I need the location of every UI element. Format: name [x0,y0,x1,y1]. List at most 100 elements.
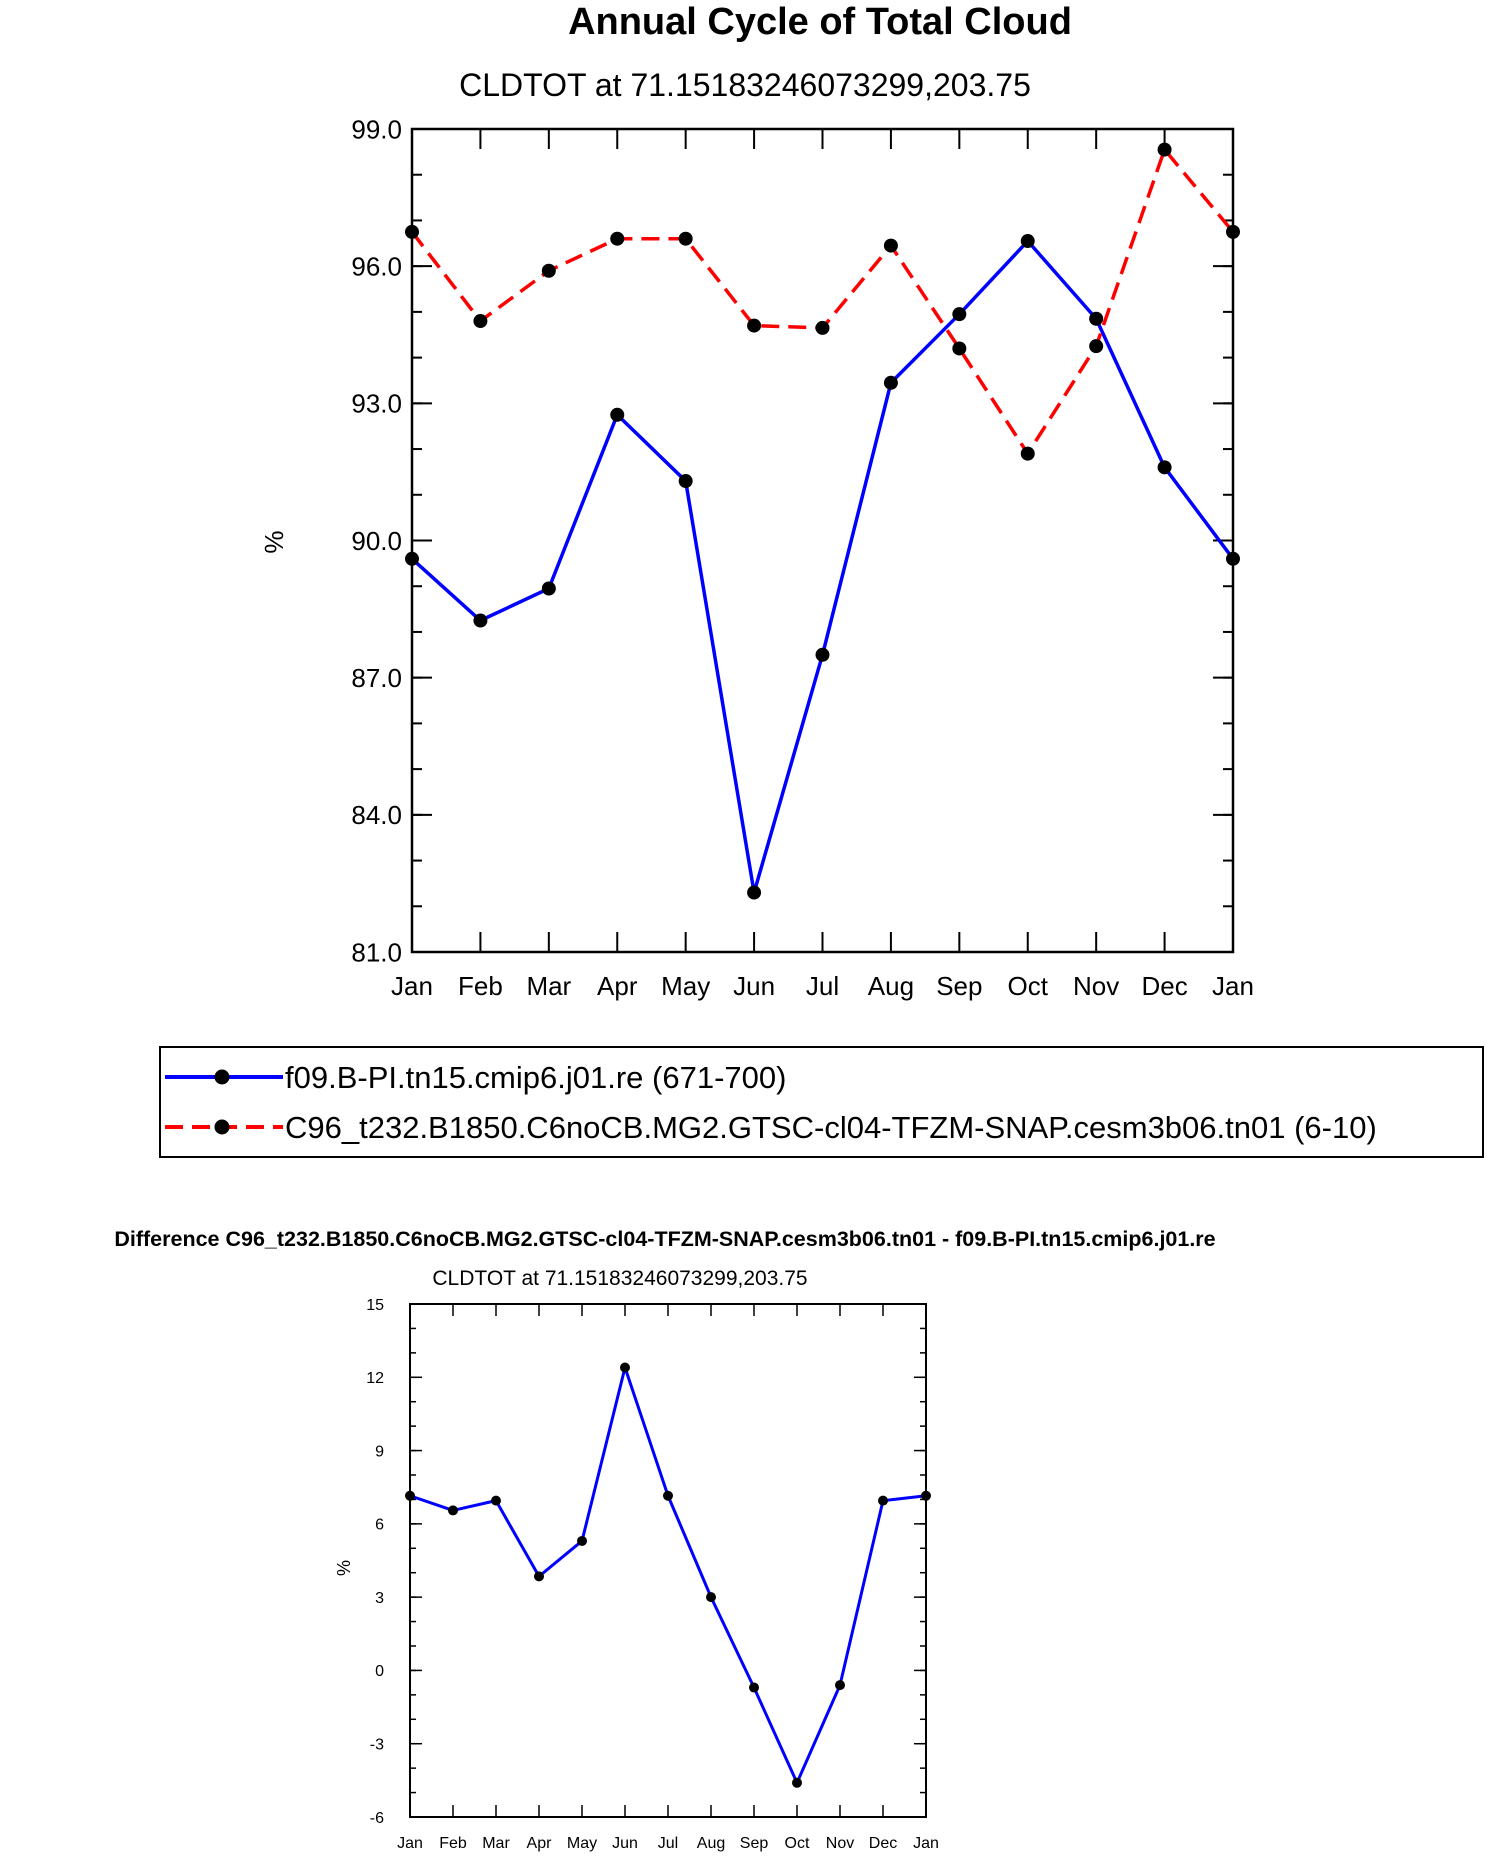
series-0-point [1226,551,1240,566]
series-0-point [620,1362,630,1373]
series-0-point [952,307,967,322]
bottom-ticks [409,1303,927,1818]
x-tick-label: Sep [936,971,982,1001]
y-tick-label: 12 [366,1370,384,1387]
y-tick-label: 93.0 [351,389,402,419]
series-1-point [610,231,625,246]
top-y-axis-labels: 81.0 84.0 87.0 90.0 93.0 96.0 99.0 [351,114,402,967]
x-tick-label: May [661,971,710,1001]
top-chart: Annual Cycle of Total Cloud CLDTOT at 71… [259,1,1254,1001]
x-tick-label: Jan [1212,971,1254,1001]
x-tick-label: Dec [869,1835,897,1852]
series-1-point [883,238,898,253]
top-chart-title: Annual Cycle of Total Cloud [568,1,1072,43]
bottom-chart-ylabel: % [334,1560,354,1576]
series-0-point [749,1682,759,1693]
series-0-point [1157,460,1172,475]
series-1-point [1020,446,1035,461]
legend-item-blue: f09.B-PI.tn15.cmip6.j01.re (671-700) [165,1060,786,1095]
bottom-x-axis-labels: Jan Feb Mar Apr May Jun Jul Aug Sep Oct Nov Dec Jan [397,1835,939,1852]
bottom-chart-subtitle: CLDTOT at 71.15183246073299,203.75 [432,1267,807,1290]
series-0-point [747,885,762,900]
series-0-point [921,1490,931,1501]
x-tick-label: Jan [391,971,433,1001]
series-0-point [405,551,419,566]
series-0-point [1020,234,1035,249]
x-tick-label: Nov [1073,971,1119,1001]
legend-label-red: C96_t232.B1850.C6noCB.MG2.GTSC-cl04-TFZM… [285,1110,1377,1145]
series-0-point [610,407,625,422]
top-chart-subtitle: CLDTOT at 71.15183246073299,203.75 [459,67,1031,103]
series-0-point [678,474,693,489]
top-x-axis-labels: Jan Feb Mar Apr May Jun Jul Aug Sep Oct Nov Dec Jan [391,971,1254,1001]
y-tick-label: 6 [375,1517,384,1534]
x-tick-label: Jul [658,1835,678,1852]
y-tick-label: 84.0 [351,800,402,830]
x-tick-label: Nov [826,1835,854,1852]
series-1-point [1226,224,1240,239]
y-tick-label: -6 [370,1810,384,1827]
x-tick-label: Jan [913,1835,939,1852]
series-0-point [706,1592,716,1603]
series-0-point [663,1490,673,1501]
x-tick-label: Dec [1141,971,1187,1001]
x-tick-label: Mar [526,971,571,1001]
y-tick-label: 0 [375,1663,384,1680]
y-tick-label: 81.0 [351,937,402,967]
series-0-point [1089,311,1104,326]
series-1-point [747,318,762,333]
series-0-point [405,1490,415,1501]
legend-label-blue: f09.B-PI.tn15.cmip6.j01.re (671-700) [285,1060,786,1095]
series-line-0 [410,239,1235,895]
x-tick-label: Mar [482,1835,510,1852]
series-0-point [883,375,898,390]
series-1-point [405,224,419,239]
legend-marker-red [214,1119,230,1135]
x-tick-label: Sep [740,1835,769,1852]
series-1-point [678,231,693,246]
bottom-chart-title: Difference C96_t232.B1850.C6noCB.MG2.GTS… [114,1227,1215,1251]
series-1-point [815,320,830,335]
x-tick-label: Apr [527,1835,553,1852]
x-tick-label: Aug [697,1835,725,1852]
series-1-point [1089,339,1104,354]
series-0-point [541,581,556,596]
x-tick-label: Jun [733,971,775,1001]
series-1-point [473,314,488,329]
top-chart-ylabel: % [259,530,289,553]
x-tick-label: Feb [439,1835,467,1852]
series-0-point [815,647,830,662]
y-tick-label: 15 [366,1297,384,1314]
series-0-point [878,1495,888,1506]
x-tick-label: Jan [397,1835,423,1852]
series-1-point [1157,142,1172,157]
series-1-point [541,263,556,278]
bottom-y-axis-labels: -6 -3 0 3 6 9 12 15 [366,1297,384,1827]
legend-box [159,1046,1484,1158]
x-tick-label: Oct [1008,971,1049,1001]
y-tick-label: -3 [370,1736,384,1753]
x-tick-label: Jul [806,971,839,1001]
series-0-point [577,1535,587,1546]
top-ticks [411,128,1234,953]
y-tick-label: 3 [375,1590,384,1607]
series-0-point [792,1777,802,1788]
series-0-point [534,1571,544,1582]
legend-marker-blue [214,1069,230,1085]
y-tick-label: 99.0 [351,114,402,144]
series-0-point [448,1505,458,1516]
x-tick-label: May [567,1835,597,1852]
y-tick-label: 87.0 [351,663,402,693]
x-tick-label: Apr [597,971,638,1001]
series-line-0 [409,1366,927,1785]
x-tick-label: Feb [458,971,503,1001]
series-0-point [835,1680,845,1691]
y-tick-label: 9 [375,1443,384,1460]
x-tick-label: Jun [612,1835,638,1852]
series-1-point [952,341,967,356]
legend: f09.B-PI.tn15.cmip6.j01.re (671-700) C96… [159,1046,1484,1158]
x-tick-label: Oct [785,1835,810,1852]
legend-item-red: C96_t232.B1850.C6noCB.MG2.GTSC-cl04-TFZM… [165,1110,1377,1145]
bottom-series [405,1362,931,1788]
